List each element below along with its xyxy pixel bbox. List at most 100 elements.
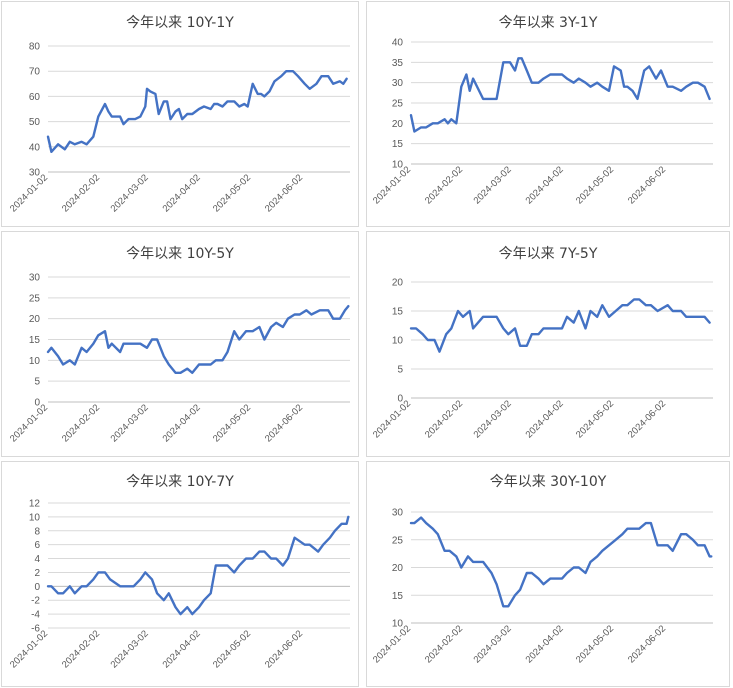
y-tick-label: 0 <box>34 582 40 593</box>
x-tick-label: 2024-04-02 <box>161 172 203 214</box>
x-tick-label: 2024-02-02 <box>423 623 465 665</box>
x-tick-label: 2024-03-02 <box>472 164 514 206</box>
x-tick-label: 2024-05-02 <box>211 172 253 214</box>
y-tick-label: 0 <box>34 398 40 409</box>
y-tick-label: 80 <box>29 42 41 53</box>
y-tick-label: 2 <box>34 568 40 579</box>
chart-svg: 今年以来 10Y-1Y 30 40 50 60 70 80 2024-01-02 2024-02… <box>8 15 350 214</box>
y-tick-label: 30 <box>392 508 404 519</box>
x-tick-label: 2024-03-02 <box>472 398 514 440</box>
y-tick-label: 10 <box>392 619 404 630</box>
y-tick-label: 35 <box>392 58 404 69</box>
x-tick-label: 2024-02-02 <box>60 402 102 444</box>
x-tick-label: 2024-04-02 <box>524 623 566 665</box>
y-tick-label: 60 <box>29 92 41 103</box>
y-tick-label: 25 <box>392 535 404 546</box>
x-tick-label: 2024-01-02 <box>371 398 413 440</box>
series-line <box>46 69 348 154</box>
chart-panel-10y-1y: 今年以来 10Y-1Y 30 40 50 60 70 80 2024-01-02 2024-02… <box>1 1 359 227</box>
y-tick-label: 50 <box>29 117 41 128</box>
y-tick-label: 20 <box>392 119 404 130</box>
x-tick-label: 2024-04-02 <box>161 628 203 670</box>
series-line <box>46 515 350 616</box>
chart-title: 今年以来 10Y-5Y <box>126 246 234 262</box>
chart-title: 今年以来 10Y-1Y <box>126 15 234 31</box>
x-tick-label: 2024-06-02 <box>626 164 668 206</box>
x-tick-label: 2024-03-02 <box>109 402 151 444</box>
x-tick-label: 2024-05-02 <box>574 398 616 440</box>
x-tick-label: 2024-02-02 <box>60 172 102 214</box>
x-tick-label: 2024-01-02 <box>8 172 50 214</box>
x-tick-label: 2024-03-02 <box>109 628 151 670</box>
y-tick-label: 0 <box>397 394 403 405</box>
chart-title: 今年以来 10Y-7Y <box>126 474 234 490</box>
y-tick-label: 8 <box>34 526 40 537</box>
y-tick-label: 15 <box>392 591 404 602</box>
chart-title: 今年以来 3Y-1Y <box>499 15 598 31</box>
chart-title: 今年以来 7Y-5Y <box>499 246 598 262</box>
x-tick-label: 2024-01-02 <box>371 164 413 206</box>
x-tick-label: 2024-03-02 <box>109 172 151 214</box>
x-tick-label: 2024-01-02 <box>8 628 50 670</box>
series-line <box>409 57 711 133</box>
y-tick-label: 5 <box>397 365 403 376</box>
y-tick-label: 40 <box>29 142 41 153</box>
chart-panel-10y-5y: 今年以来 10Y-5Y 0 5 10 15 20 25 30 2024-01-02 2024-02… <box>1 231 359 457</box>
x-tick-label: 2024-05-02 <box>574 164 616 206</box>
y-tick-label: 10 <box>392 336 404 347</box>
chart-title: 今年以来 30Y-10Y <box>490 474 607 490</box>
x-tick-label: 2024-06-02 <box>626 398 668 440</box>
chart-panel-3y-1y: 今年以来 3Y-1Y 10 15 20 25 30 35 40 2024-01-02 2024-0… <box>366 1 730 227</box>
y-tick-label: 70 <box>29 67 41 78</box>
x-tick-label: 2024-06-02 <box>263 402 305 444</box>
x-tick-label: 2024-04-02 <box>524 398 566 440</box>
y-tick-label: 10 <box>29 512 41 523</box>
chart-svg: 今年以来 10Y-5Y 0 5 10 15 20 25 30 2024-01-02 2024-02… <box>8 246 350 444</box>
y-tick-label: 40 <box>392 38 404 49</box>
y-tick-label: 20 <box>392 278 404 289</box>
x-tick-label: 2024-02-02 <box>423 398 465 440</box>
x-tick-label: 2024-05-02 <box>211 628 253 670</box>
y-tick-label: 30 <box>392 78 404 89</box>
y-tick-label: 20 <box>29 314 41 325</box>
y-tick-label: 6 <box>34 540 40 551</box>
y-tick-label: -2 <box>31 596 40 607</box>
y-tick-label: -4 <box>31 610 40 621</box>
y-tick-label: 10 <box>392 160 404 171</box>
x-tick-label: 2024-06-02 <box>626 623 668 665</box>
y-tick-label: 30 <box>29 168 41 179</box>
chart-panel-10y-7y: 今年以来 10Y-7Y -6 -4 -2 0 2 4 6 8 10 12 2024-01-02 2024… <box>1 461 359 687</box>
y-tick-label: 20 <box>392 563 404 574</box>
y-tick-label: -6 <box>31 624 40 635</box>
y-tick-label: 10 <box>29 356 41 367</box>
series-line <box>409 298 711 353</box>
chart-panel-30y-10y: 今年以来 30Y-10Y 10 15 20 25 30 2024-01-02 2024-02-… <box>366 461 730 687</box>
y-tick-label: 5 <box>34 377 40 388</box>
x-tick-label: 2024-06-02 <box>263 628 305 670</box>
y-tick-label: 25 <box>29 293 41 304</box>
y-tick-label: 15 <box>29 335 41 346</box>
chart-panel-7y-5y: 今年以来 7Y-5Y 0 5 10 15 20 2024-01-02 2024-02-02 20… <box>366 231 730 457</box>
x-tick-label: 2024-04-02 <box>161 402 203 444</box>
x-tick-label: 2024-03-02 <box>472 623 514 665</box>
chart-svg: 今年以来 30Y-10Y 10 15 20 25 30 2024-01-02 2024-02-… <box>371 474 713 665</box>
x-tick-label: 2024-05-02 <box>211 402 253 444</box>
series-line <box>46 304 350 375</box>
x-tick-label: 2024-02-02 <box>60 628 102 670</box>
x-tick-label: 2024-01-02 <box>8 402 50 444</box>
y-tick-label: 25 <box>392 99 404 110</box>
x-tick-label: 2024-02-02 <box>423 164 465 206</box>
y-tick-label: 15 <box>392 139 404 150</box>
y-tick-label: 30 <box>29 273 41 284</box>
y-tick-label: 12 <box>29 499 41 510</box>
x-tick-label: 2024-06-02 <box>263 172 305 214</box>
x-tick-label: 2024-05-02 <box>574 623 616 665</box>
x-tick-label: 2024-01-02 <box>371 623 413 665</box>
y-tick-label: 4 <box>34 554 40 565</box>
series-line <box>409 516 713 608</box>
x-tick-label: 2024-04-02 <box>524 164 566 206</box>
y-tick-label: 15 <box>392 307 404 318</box>
